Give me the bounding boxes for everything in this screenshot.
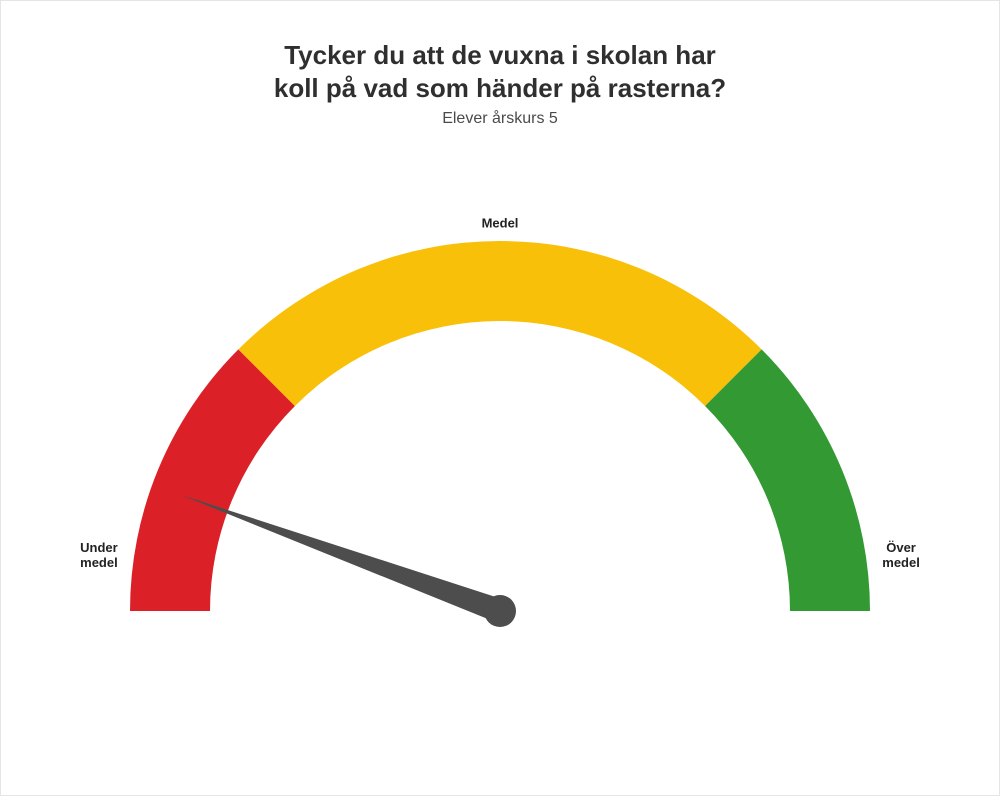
title-line-2: koll på vad som händer på rasterna?	[274, 73, 726, 103]
title-block: Tycker du att de vuxna i skolan har koll…	[1, 39, 999, 128]
gauge-needle	[181, 495, 505, 623]
gauge-segment-label-2: Övermedel	[882, 540, 920, 570]
title-line-1: Tycker du att de vuxna i skolan har	[284, 40, 716, 70]
gauge-segment-label-0: Undermedel	[80, 540, 118, 570]
chart-subtitle: Elever årskurs 5	[1, 110, 999, 128]
gauge-chart: Undermedel Medel Övermedel	[50, 161, 950, 741]
gauge-segment-0	[130, 349, 295, 611]
gauge-hub	[484, 595, 516, 627]
gauge-segment-2	[705, 349, 870, 611]
gauge-segment-1	[238, 241, 761, 406]
gauge-segment-label-1: Medel	[482, 216, 519, 231]
gauge-container: Undermedel Medel Övermedel	[1, 161, 999, 741]
chart-title: Tycker du att de vuxna i skolan har koll…	[1, 39, 999, 104]
chart-frame: Tycker du att de vuxna i skolan har koll…	[0, 0, 1000, 796]
